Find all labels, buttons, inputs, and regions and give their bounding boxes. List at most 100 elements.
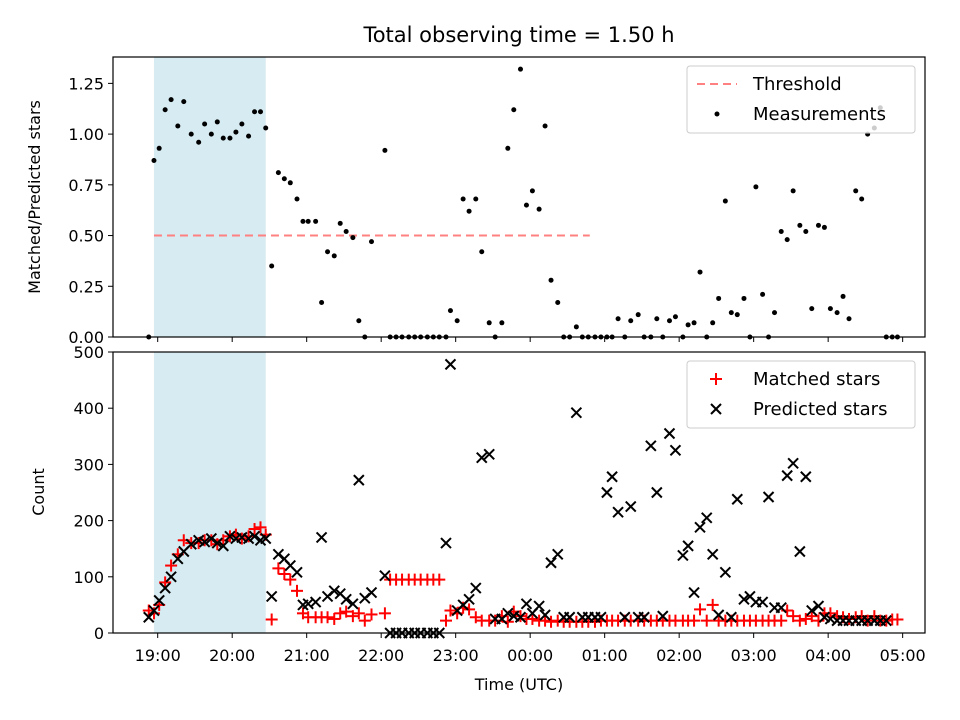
- predicted-point: [663, 427, 676, 440]
- matched-point: [378, 607, 391, 620]
- measurement-point: [666, 318, 672, 324]
- measurement-point: [175, 123, 181, 129]
- predicted-point: [211, 537, 224, 549]
- matched-point: [463, 603, 476, 616]
- matched-point: [284, 573, 297, 586]
- matched-point: [346, 610, 359, 623]
- measurement-point: [486, 320, 492, 326]
- bottom-shaded-region: [153, 352, 266, 633]
- matched-point: [254, 521, 267, 534]
- predicted-point: [570, 406, 583, 419]
- bottom-y-tick-label: 400: [73, 399, 104, 418]
- top-y-tick-label: 1.00: [68, 125, 104, 144]
- predicted-point: [153, 594, 165, 607]
- x-tick-label: 00:00: [507, 646, 553, 665]
- predicted-point: [224, 530, 236, 543]
- matched-point: [265, 613, 278, 626]
- predicted-point: [365, 586, 378, 599]
- predicted-point: [606, 471, 618, 483]
- x-tick-label: 23:00: [433, 646, 479, 665]
- predicted-point: [328, 585, 340, 597]
- predicted-point: [563, 611, 576, 623]
- measurement-point: [313, 218, 319, 224]
- top-shaded-region: [153, 57, 266, 337]
- predicted-point: [794, 545, 806, 558]
- measurement-point: [542, 123, 548, 129]
- matched-legend-label: Matched stars: [753, 369, 880, 390]
- matched-point: [328, 612, 341, 625]
- matched-point: [365, 608, 378, 621]
- matched-point: [439, 614, 452, 627]
- matched-point: [545, 615, 558, 628]
- measurement-point: [654, 316, 660, 322]
- bottom-panel: 0 100 200 300 400 500 19:00 20:00 21:00 22:00 23:…: [29, 343, 926, 694]
- x-tick-label: 20:00: [209, 646, 255, 665]
- measurement-point: [473, 196, 479, 202]
- measurement-point: [697, 269, 703, 275]
- predicted-point: [272, 548, 285, 561]
- measurement-point: [263, 125, 269, 131]
- bottom-y-tick-label: 0: [94, 624, 104, 643]
- measurement-point: [294, 196, 300, 202]
- predicted-point: [545, 557, 557, 569]
- matched-point: [272, 562, 285, 575]
- matched-point: [700, 614, 713, 627]
- measurement-point: [517, 66, 523, 72]
- predicted-point: [706, 548, 719, 561]
- top-legend: Threshold Measurements: [686, 65, 916, 134]
- predicted-point: [143, 611, 155, 623]
- measurement-point: [691, 320, 697, 326]
- measurement-point: [447, 308, 453, 314]
- measurement-point: [246, 133, 252, 139]
- matched-point: [799, 612, 812, 625]
- predicted-point: [309, 596, 322, 608]
- matched-point: [291, 584, 304, 597]
- measurement-point: [615, 316, 621, 322]
- predicted-point: [217, 540, 229, 552]
- predicted-point: [148, 604, 160, 617]
- x-axis-label: Time (UTC): [474, 675, 563, 694]
- predicted-point: [762, 491, 775, 503]
- predicted-point: [198, 536, 211, 548]
- measurement-point: [275, 170, 281, 176]
- predicted-point: [205, 532, 218, 545]
- predicted-point: [787, 457, 799, 469]
- predicted-point: [775, 602, 787, 614]
- matched-point: [775, 614, 788, 627]
- measurement-point: [258, 109, 264, 115]
- predicted-point: [612, 506, 624, 518]
- matched-point: [321, 611, 334, 624]
- measurement-point: [710, 320, 716, 326]
- measurement-point: [337, 220, 343, 226]
- matched-point: [539, 614, 552, 627]
- predicted-point: [625, 500, 637, 513]
- predicted-point: [347, 598, 359, 610]
- predicted-point: [688, 586, 700, 599]
- bottom-y-axis-label: Count: [29, 468, 48, 516]
- measurement-point: [343, 228, 349, 234]
- measurement-point: [728, 310, 734, 316]
- bottom-y-tick-label: 300: [73, 455, 104, 474]
- measurement-point: [281, 176, 287, 182]
- measurement-point: [350, 235, 356, 241]
- predicted-point: [677, 549, 689, 562]
- measurement-point: [220, 135, 226, 141]
- top-axes-frame: [112, 56, 926, 338]
- predicted-point: [476, 451, 488, 464]
- predicted-point: [738, 593, 750, 605]
- matched-point: [824, 607, 837, 620]
- measurement-point: [846, 316, 852, 322]
- measurement-point: [156, 145, 162, 151]
- predicted-point: [353, 474, 365, 486]
- bottom-axes-frame: [112, 351, 926, 634]
- measurement-point: [628, 318, 634, 324]
- measurement-point: [753, 184, 759, 190]
- measurement-point: [208, 131, 214, 137]
- measurement-point: [505, 145, 511, 151]
- predicted-point: [694, 521, 706, 534]
- bottom-legend: Matched stars Predicted stars: [686, 360, 916, 429]
- predicted-point: [440, 537, 452, 549]
- predicted-point: [502, 607, 514, 620]
- measurements-legend-swatch: [714, 111, 720, 117]
